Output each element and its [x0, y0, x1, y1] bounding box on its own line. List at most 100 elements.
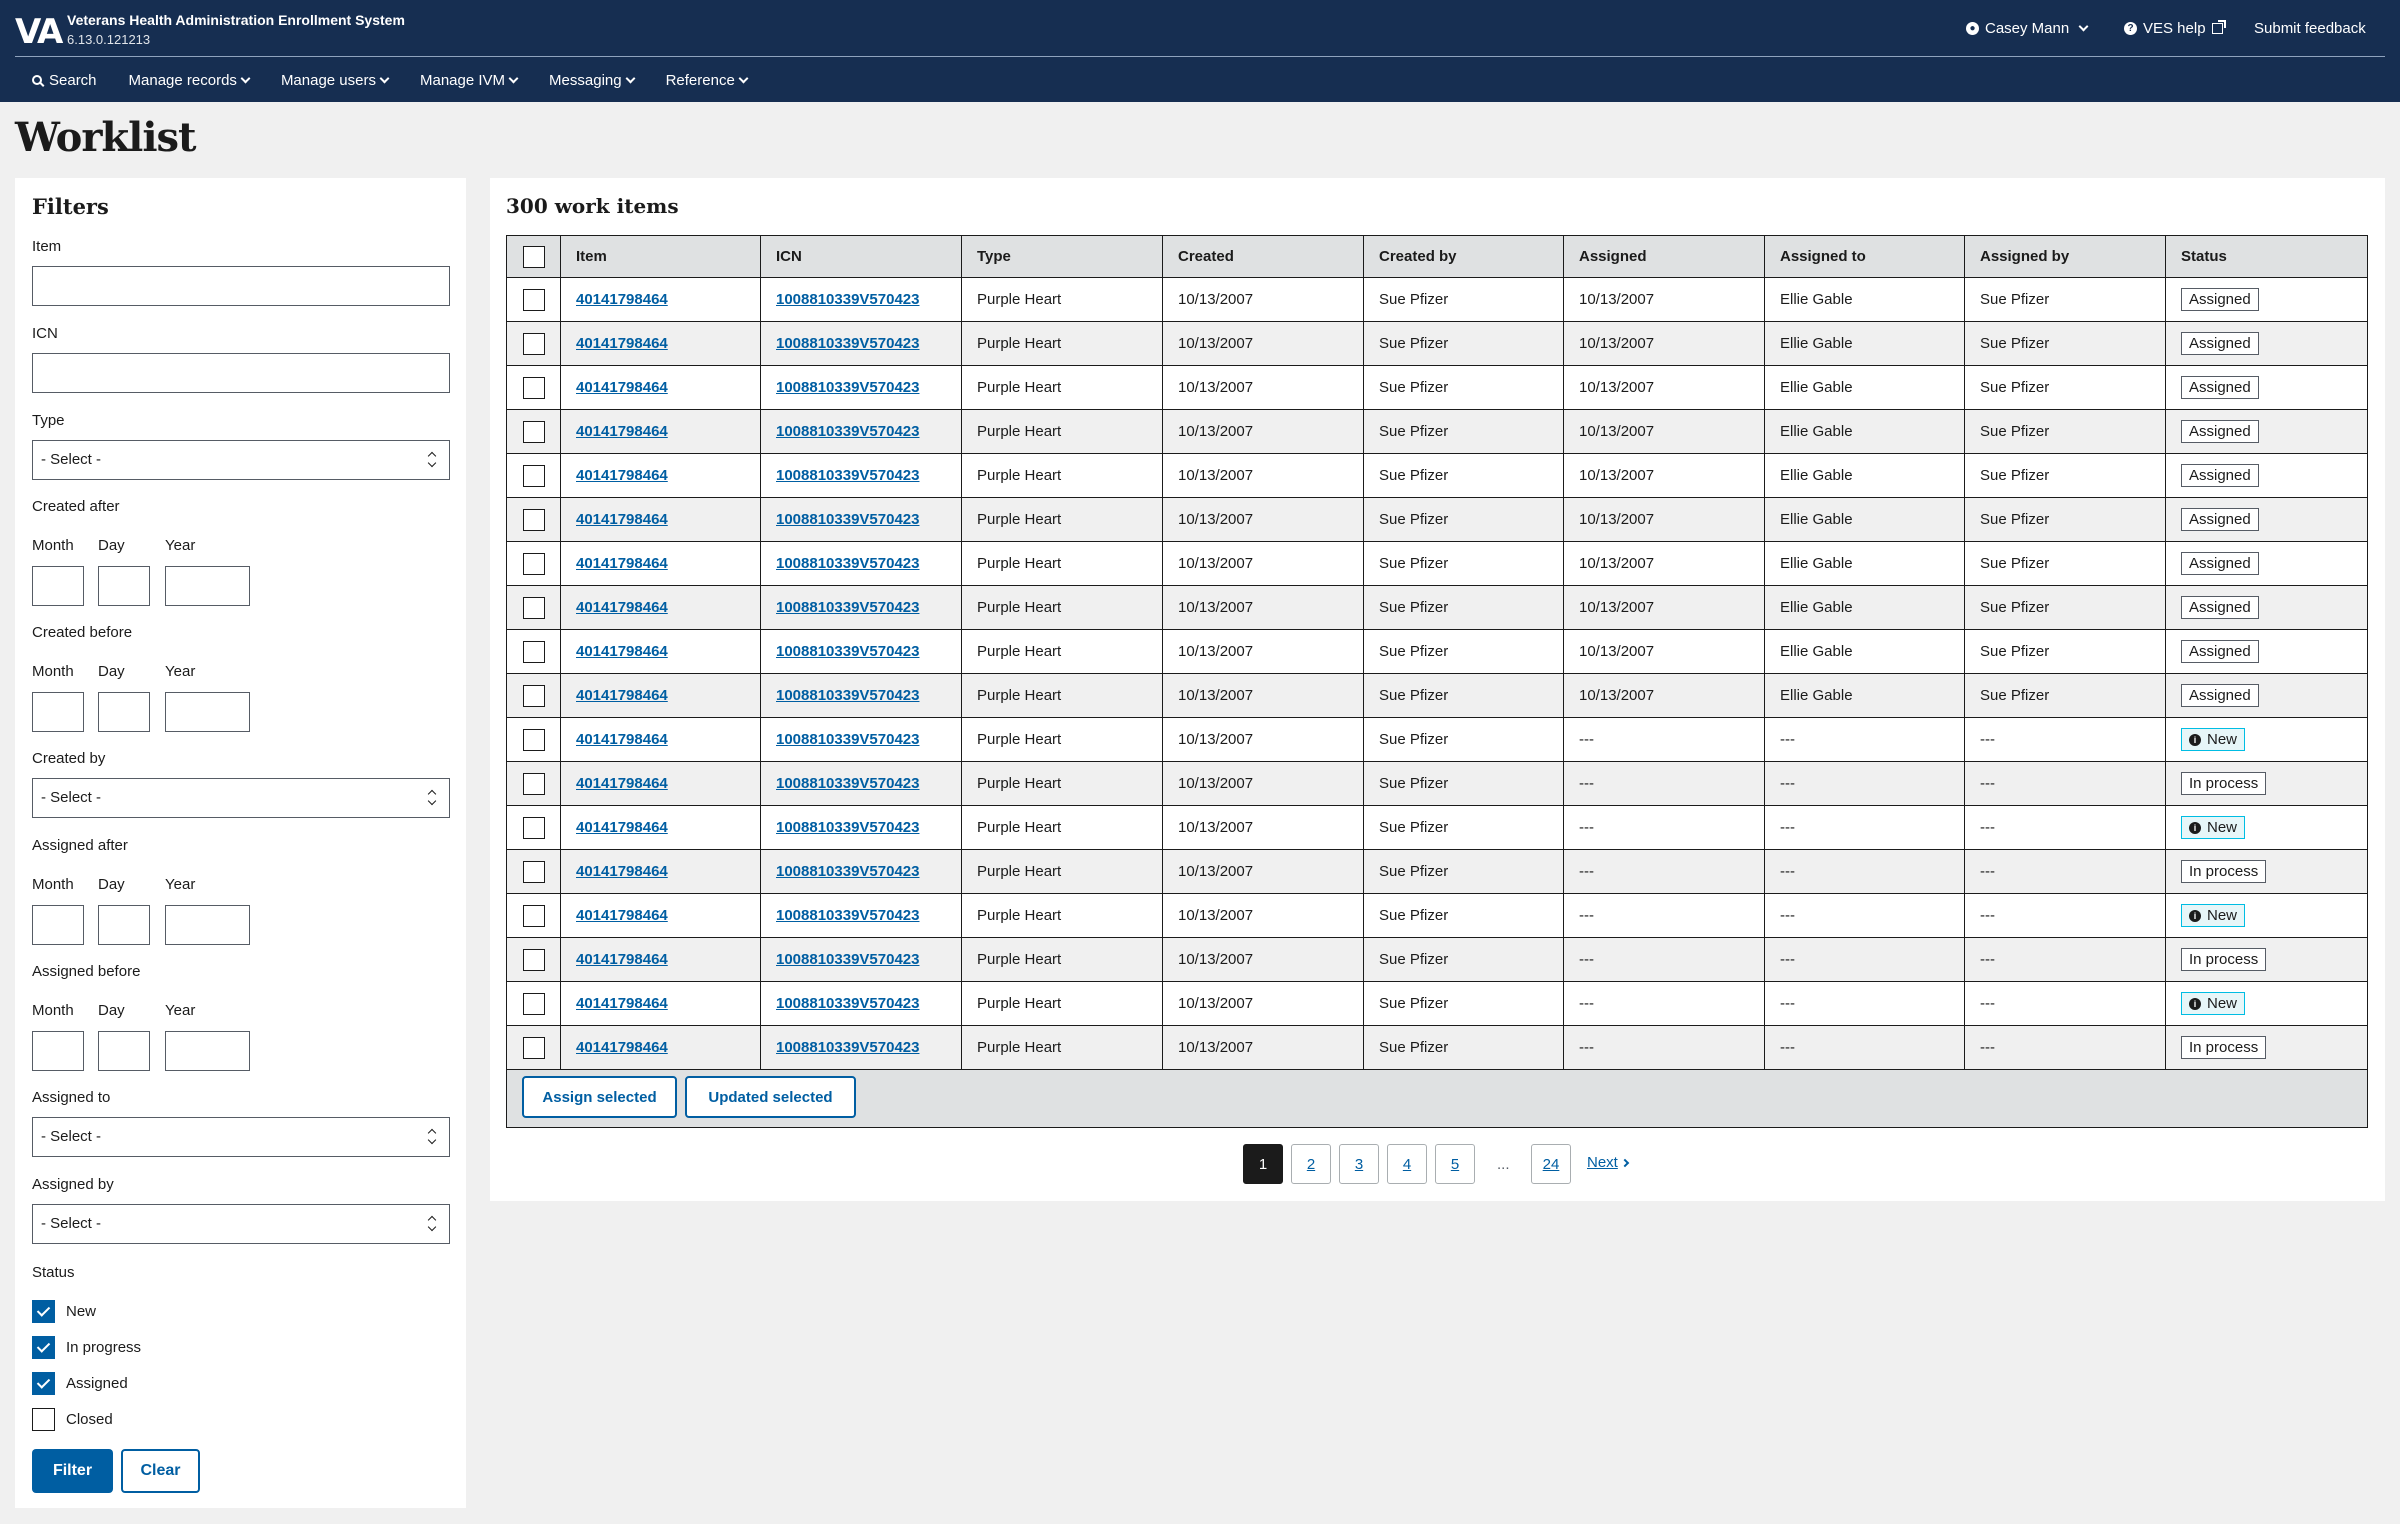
submit-feedback-link[interactable]: Submit feedback: [2254, 20, 2366, 37]
row-checkbox[interactable]: [523, 684, 545, 707]
item-link[interactable]: 40141798464: [576, 423, 668, 440]
item-link[interactable]: 40141798464: [576, 819, 668, 836]
clear-button[interactable]: Clear: [121, 1449, 200, 1493]
column-header-created[interactable]: Created: [1162, 235, 1364, 278]
ves-help-link[interactable]: ? VES help: [2124, 20, 2226, 37]
column-header-assigned[interactable]: Assigned: [1563, 235, 1765, 278]
page-5-button[interactable]: 5: [1435, 1144, 1475, 1184]
nav-messaging[interactable]: Messaging: [549, 72, 636, 89]
item-link[interactable]: 40141798464: [576, 731, 668, 748]
row-checkbox[interactable]: [523, 420, 545, 443]
item-link[interactable]: 40141798464: [576, 555, 668, 572]
assigned-to-select[interactable]: - Select -: [32, 1117, 450, 1157]
updated-selected-button[interactable]: Updated selected: [685, 1076, 856, 1118]
row-checkbox[interactable]: [523, 464, 545, 487]
icn-link[interactable]: 1008810339V570423: [776, 731, 920, 748]
column-header-item[interactable]: Item: [560, 235, 761, 278]
assigned-before-month[interactable]: [32, 1031, 84, 1071]
type-select[interactable]: - Select -: [32, 440, 450, 480]
row-checkbox[interactable]: [523, 992, 545, 1015]
column-header-status[interactable]: Status: [2165, 235, 2368, 278]
item-link[interactable]: 40141798464: [576, 907, 668, 924]
icn-link[interactable]: 1008810339V570423: [776, 335, 920, 352]
row-checkbox[interactable]: [523, 904, 545, 927]
column-header-icn[interactable]: ICN: [760, 235, 962, 278]
icn-link[interactable]: 1008810339V570423: [776, 599, 920, 616]
next-page-link[interactable]: Next: [1587, 1154, 1630, 1171]
item-link[interactable]: 40141798464: [576, 511, 668, 528]
icn-link[interactable]: 1008810339V570423: [776, 995, 920, 1012]
created-after-day[interactable]: [98, 566, 150, 606]
icn-link[interactable]: 1008810339V570423: [776, 687, 920, 704]
select-all-checkbox[interactable]: [523, 245, 545, 268]
icn-link[interactable]: 1008810339V570423: [776, 291, 920, 308]
icn-link[interactable]: 1008810339V570423: [776, 467, 920, 484]
icn-link[interactable]: 1008810339V570423: [776, 511, 920, 528]
icn-link[interactable]: 1008810339V570423: [776, 907, 920, 924]
assigned-after-day[interactable]: [98, 905, 150, 945]
item-link[interactable]: 40141798464: [576, 995, 668, 1012]
row-checkbox[interactable]: [523, 640, 545, 663]
status-in-progress-checkbox[interactable]: In progress: [32, 1336, 141, 1359]
page-2-button[interactable]: 2: [1291, 1144, 1331, 1184]
created-by-select[interactable]: - Select -: [32, 778, 450, 818]
row-checkbox[interactable]: [523, 772, 545, 795]
item-link[interactable]: 40141798464: [576, 643, 668, 660]
icn-link[interactable]: 1008810339V570423: [776, 819, 920, 836]
user-menu[interactable]: ● Casey Mann: [1966, 20, 2089, 37]
row-checkbox[interactable]: [523, 816, 545, 839]
status-new-checkbox[interactable]: New: [32, 1300, 96, 1323]
nav-manage-users[interactable]: Manage users: [281, 72, 390, 89]
row-checkbox[interactable]: [523, 596, 545, 619]
nav-search[interactable]: Search: [32, 72, 97, 89]
icn-link[interactable]: 1008810339V570423: [776, 379, 920, 396]
created-after-year[interactable]: [165, 566, 250, 606]
row-checkbox[interactable]: [523, 332, 545, 355]
item-link[interactable]: 40141798464: [576, 291, 668, 308]
row-checkbox[interactable]: [523, 728, 545, 751]
checkbox-checked-icon[interactable]: [32, 1300, 55, 1323]
assigned-after-month[interactable]: [32, 905, 84, 945]
assigned-before-year[interactable]: [165, 1031, 250, 1071]
assigned-by-select[interactable]: - Select -: [32, 1204, 450, 1244]
column-header-assigned-by[interactable]: Assigned by: [1964, 235, 2166, 278]
icn-link[interactable]: 1008810339V570423: [776, 643, 920, 660]
item-input[interactable]: [32, 266, 450, 306]
created-before-year[interactable]: [165, 692, 250, 732]
page-1-button[interactable]: 1: [1243, 1144, 1283, 1184]
status-closed-checkbox[interactable]: Closed: [32, 1408, 113, 1431]
created-after-month[interactable]: [32, 566, 84, 606]
item-link[interactable]: 40141798464: [576, 951, 668, 968]
nav-manage-records[interactable]: Manage records: [129, 72, 251, 89]
column-header-created-by[interactable]: Created by: [1363, 235, 1564, 278]
icn-link[interactable]: 1008810339V570423: [776, 775, 920, 792]
assigned-after-year[interactable]: [165, 905, 250, 945]
created-before-day[interactable]: [98, 692, 150, 732]
item-link[interactable]: 40141798464: [576, 599, 668, 616]
icn-link[interactable]: 1008810339V570423: [776, 951, 920, 968]
icn-link[interactable]: 1008810339V570423: [776, 423, 920, 440]
nav-reference[interactable]: Reference: [666, 72, 749, 89]
row-checkbox[interactable]: [523, 552, 545, 575]
item-link[interactable]: 40141798464: [576, 863, 668, 880]
filter-button[interactable]: Filter: [32, 1449, 113, 1493]
column-header-type[interactable]: Type: [961, 235, 1163, 278]
icn-link[interactable]: 1008810339V570423: [776, 555, 920, 572]
icn-link[interactable]: 1008810339V570423: [776, 1039, 920, 1056]
checkbox-unchecked-icon[interactable]: [32, 1408, 55, 1431]
nav-manage-ivm[interactable]: Manage IVM: [420, 72, 519, 89]
assigned-before-day[interactable]: [98, 1031, 150, 1071]
row-checkbox[interactable]: [523, 1036, 545, 1059]
icn-link[interactable]: 1008810339V570423: [776, 863, 920, 880]
checkbox-checked-icon[interactable]: [32, 1372, 55, 1395]
page-24-button[interactable]: 24: [1531, 1144, 1571, 1184]
va-logo[interactable]: VA: [15, 12, 63, 52]
item-link[interactable]: 40141798464: [576, 379, 668, 396]
page-4-button[interactable]: 4: [1387, 1144, 1427, 1184]
item-link[interactable]: 40141798464: [576, 687, 668, 704]
icn-input[interactable]: [32, 353, 450, 393]
row-checkbox[interactable]: [523, 376, 545, 399]
page-3-button[interactable]: 3: [1339, 1144, 1379, 1184]
created-before-month[interactable]: [32, 692, 84, 732]
row-checkbox[interactable]: [523, 948, 545, 971]
